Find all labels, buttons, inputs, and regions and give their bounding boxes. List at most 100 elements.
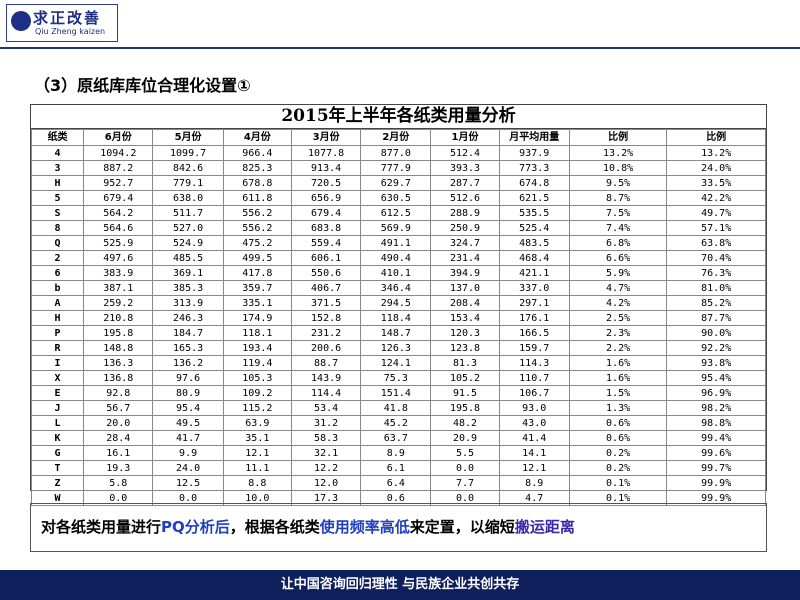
table-cell: 53.4 [290,400,362,416]
table-cell: 556.2 [222,220,292,236]
table-cell: 231.2 [290,325,362,341]
table-cell: 24.0 [152,460,224,476]
row-label: S [30,205,85,221]
table-row: S 564.2 511.7 556.2 679.4 612.5 288.9 535.5 7.5%… [30,205,766,221]
table-cell: 20.0 [83,415,154,431]
table-cell: 33.5% [666,175,766,191]
table-cell: 359.7 [222,280,292,296]
table-cell: 287.7 [430,175,500,191]
row-label: 4 [30,145,85,161]
table-cell: 166.5 [498,325,570,341]
table-cell: 497.6 [83,250,154,266]
table-cell: 825.3 [222,160,292,176]
table-cell: 1077.8 [290,145,362,161]
table-cell: 115.2 [222,400,292,416]
table-row: 4 1094.2 1099.7 966.4 1077.8 877.0 512.4 937.9 1… [30,145,766,161]
table-row: W 0.0 0.0 10.0 17.3 0.6 0.0 4.7 0.1% 99.9% [30,490,766,506]
column-header: 比例 [666,129,766,146]
table-cell: 5.8 [83,475,154,491]
table-row: 8 564.6 527.0 556.2 683.8 569.9 250.9 525.4 7.4%… [30,220,766,236]
table-cell: 41.8 [360,400,432,416]
table-row: E 92.8 80.9 109.2 114.4 151.4 91.5 106.7 1.5% 96.… [30,385,766,401]
table-cell: 75.3 [360,370,432,386]
statement-emphasis: 使用频率高低 [319,518,410,536]
table-cell: 32.1 [290,445,362,461]
table-cell: 56.7 [83,400,154,416]
table-cell: 106.7 [498,385,570,401]
table-cell: 11.1 [222,460,292,476]
table-cell: 105.3 [222,370,292,386]
table-cell: 6.8% [568,235,668,251]
table-cell: 137.0 [430,280,500,296]
table-cell: 165.3 [152,340,224,356]
table-cell: 259.2 [83,295,154,311]
table-cell: 1099.7 [152,145,224,161]
table-cell: 913.4 [290,160,362,176]
table-row: I 136.3 136.2 119.4 88.7 124.1 81.3 114.3 1.6% 93… [30,355,766,371]
table-cell: 45.2 [360,415,432,431]
table-cell: 630.5 [360,190,432,206]
column-header: 2月份 [360,129,432,146]
table-cell: 151.4 [360,385,432,401]
table-cell: 777.9 [360,160,432,176]
table-cell: 679.4 [83,190,154,206]
table-cell: 294.5 [360,295,432,311]
table-cell: 63.8% [666,235,766,251]
table-cell: 773.3 [498,160,570,176]
table-row: J 56.7 95.4 115.2 53.4 41.8 195.8 93.0 1.3% 98.2% [30,400,766,416]
table-cell: 210.8 [83,310,154,326]
table-cell: 512.4 [430,145,500,161]
table-cell: 195.8 [430,400,500,416]
logo: 求正改善 Qiu Zheng kaizen [6,4,118,42]
row-label: G [30,445,85,461]
table-cell: 48.2 [430,415,500,431]
table-cell: 81.0% [666,280,766,296]
statement-text: 对各纸类用量进行 [41,518,162,536]
table-cell: 0.6% [568,415,668,431]
table-cell: 174.9 [222,310,292,326]
table-cell: 20.9 [430,430,500,446]
footer: 让中国咨询回归理性 与民族企业共创共存 [0,570,800,600]
table-cell: 195.8 [83,325,154,341]
table-cell: 119.4 [222,355,292,371]
row-label: 6 [30,265,85,281]
row-label: I [30,355,85,371]
table-cell: 0.1% [568,475,668,491]
table-cell: 385.3 [152,280,224,296]
table-cell: 0.0 [152,490,224,506]
table-cell: 176.1 [498,310,570,326]
table-cell: 674.8 [498,175,570,191]
data-table: 纸类 6月份 5月份 4月份 3月份 2月份 1月份 月平均用量 比例 比例 4 1094.2 1099… [30,129,766,506]
table-cell: 118.4 [360,310,432,326]
table-cell: 887.2 [83,160,154,176]
table-cell: 12.0 [290,475,362,491]
table-cell: 779.1 [152,175,224,191]
table-cell: 611.8 [222,190,292,206]
table-cell: 393.3 [430,160,500,176]
table-cell: 124.1 [360,355,432,371]
table-cell: 7.5% [568,205,668,221]
table-row: P 195.8 184.7 118.1 231.2 148.7 120.3 166.5 2.3%… [30,325,766,341]
table-cell: 564.6 [83,220,154,236]
table-cell: 8.7% [568,190,668,206]
row-label: 3 [30,160,85,176]
table-row: X 136.8 97.6 105.3 143.9 75.3 105.2 110.7 1.6% 95… [30,370,766,386]
column-header: 6月份 [83,129,154,146]
table-cell: 937.9 [498,145,570,161]
table-cell: 14.1 [498,445,570,461]
table-cell: 524.9 [152,235,224,251]
table-cell: 17.3 [290,490,362,506]
table-cell: 231.4 [430,250,500,266]
table-cell: 297.1 [498,295,570,311]
table-cell: 19.3 [83,460,154,476]
table-cell: 499.5 [222,250,292,266]
table-row: A 259.2 313.9 335.1 371.5 294.5 208.4 297.1 4.2%… [30,295,766,311]
table-cell: 42.2% [666,190,766,206]
table-cell: 10.0 [222,490,292,506]
table-cell: 6.6% [568,250,668,266]
row-label: Z [30,475,85,491]
table-cell: 483.5 [498,235,570,251]
table-row: 3 887.2 842.6 825.3 913.4 777.9 393.3 773.3 10.8… [30,160,766,176]
table-cell: 656.9 [290,190,362,206]
